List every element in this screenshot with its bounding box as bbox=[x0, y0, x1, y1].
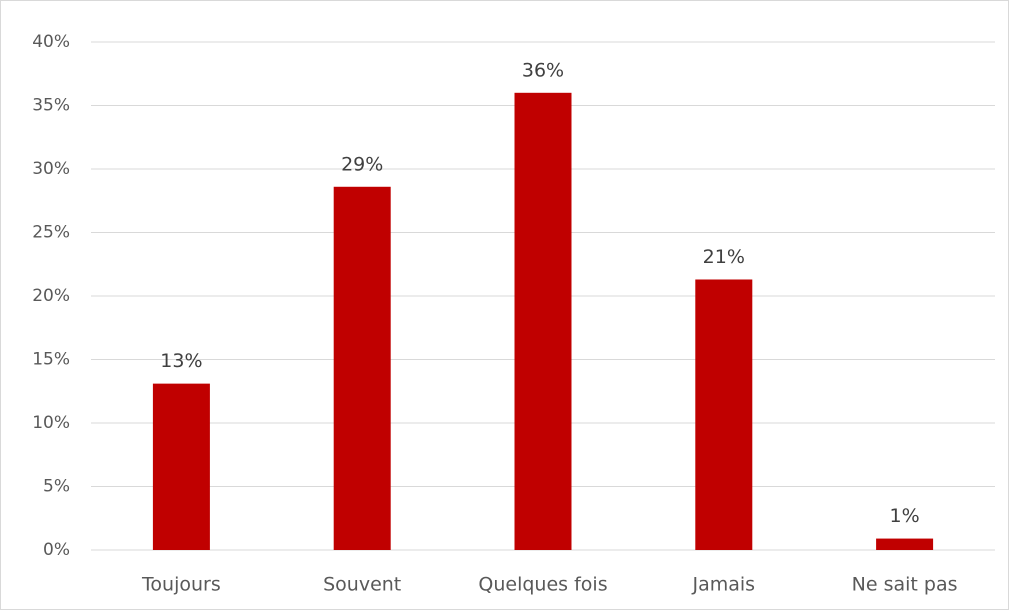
y-tick-label: 15% bbox=[32, 350, 70, 370]
x-tick-label: Jamais bbox=[692, 574, 756, 596]
bar bbox=[876, 538, 934, 550]
y-tick-label: 40% bbox=[32, 32, 70, 52]
y-tick-label: 25% bbox=[32, 223, 70, 243]
x-tick-label: Souvent bbox=[323, 574, 401, 596]
bar bbox=[333, 186, 391, 550]
y-tick-label: 5% bbox=[43, 477, 70, 497]
bar bbox=[152, 383, 210, 550]
data-label: 21% bbox=[703, 246, 745, 268]
bar bbox=[695, 279, 753, 550]
x-tick-label: Quelques fois bbox=[478, 574, 607, 596]
x-tick-label: Toujours bbox=[141, 574, 221, 596]
data-label: 36% bbox=[522, 59, 564, 81]
bar bbox=[514, 92, 572, 551]
data-label: 1% bbox=[890, 505, 920, 527]
y-tick-label: 30% bbox=[32, 159, 70, 179]
y-tick-label: 20% bbox=[32, 286, 70, 306]
x-tick-label: Ne sait pas bbox=[852, 574, 958, 596]
y-tick-label: 0% bbox=[43, 540, 70, 560]
y-tick-label: 35% bbox=[32, 96, 70, 116]
y-tick-label: 10% bbox=[32, 413, 70, 433]
data-label: 29% bbox=[341, 153, 383, 175]
data-label: 13% bbox=[160, 350, 202, 372]
